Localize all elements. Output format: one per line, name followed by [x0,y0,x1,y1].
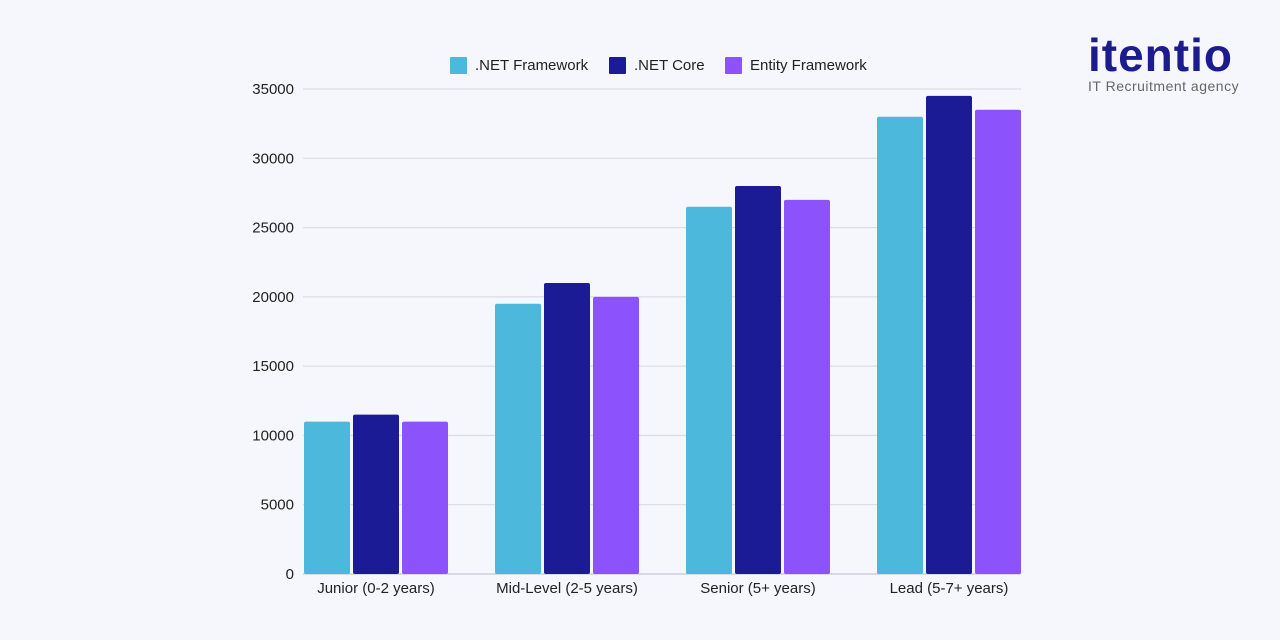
bar [495,303,541,574]
bar [784,199,830,574]
legend-label: Entity Framework [750,57,867,74]
bar [926,95,972,574]
legend-swatch [725,57,742,74]
logo: itentio IT Recruitment agency [1088,29,1248,94]
x-tick-label: Junior (0-2 years) [317,580,435,597]
y-tick-label: 15000 [252,358,294,375]
legend-label: .NET Core [634,57,705,74]
x-tick-label: Senior (5+ years) [700,580,815,597]
y-tick-label: 35000 [252,81,294,98]
bar [975,109,1021,575]
y-tick-label: 5000 [261,497,294,514]
bar [353,414,399,574]
logo-tagline: IT Recruitment agency [1088,78,1240,94]
legend-swatch [609,57,626,74]
y-tick-label: 10000 [252,427,294,444]
logo-wordmark: itentio [1088,29,1233,81]
bar [735,186,781,574]
bar [877,116,923,574]
y-tick-label: 0 [286,566,294,583]
bar [402,421,448,574]
bar [304,421,350,574]
x-tick-label: Lead (5-7+ years) [890,580,1009,597]
legend-label: .NET Framework [475,57,589,74]
legend-swatch [450,57,467,74]
bar [686,206,732,575]
x-tick-label: Mid-Level (2-5 years) [496,580,638,597]
bar [593,296,639,574]
bar [544,283,590,574]
y-tick-label: 20000 [252,289,294,306]
y-tick-label: 30000 [252,150,294,167]
y-tick-label: 25000 [252,220,294,237]
